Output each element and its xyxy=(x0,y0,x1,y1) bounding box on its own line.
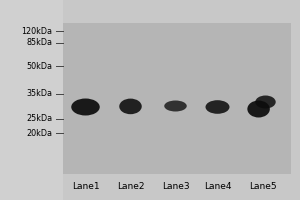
Text: 25kDa: 25kDa xyxy=(26,114,52,123)
Ellipse shape xyxy=(255,96,276,108)
Ellipse shape xyxy=(71,98,100,116)
Text: 20kDa: 20kDa xyxy=(26,129,52,138)
Bar xyxy=(63,23,291,174)
Text: Lane4: Lane4 xyxy=(204,182,231,191)
Bar xyxy=(0,0,63,200)
Ellipse shape xyxy=(248,100,270,117)
Text: 85kDa: 85kDa xyxy=(26,38,52,47)
Text: Lane5: Lane5 xyxy=(249,182,276,191)
Text: Lane1: Lane1 xyxy=(72,182,99,191)
Text: Lane2: Lane2 xyxy=(117,182,144,191)
Text: 35kDa: 35kDa xyxy=(26,89,52,98)
Ellipse shape xyxy=(206,100,230,114)
Text: 120kDa: 120kDa xyxy=(22,27,52,36)
Text: Lane3: Lane3 xyxy=(162,182,189,191)
Bar xyxy=(63,174,291,200)
Ellipse shape xyxy=(164,100,187,112)
Ellipse shape xyxy=(119,99,142,114)
Text: 50kDa: 50kDa xyxy=(26,62,52,71)
